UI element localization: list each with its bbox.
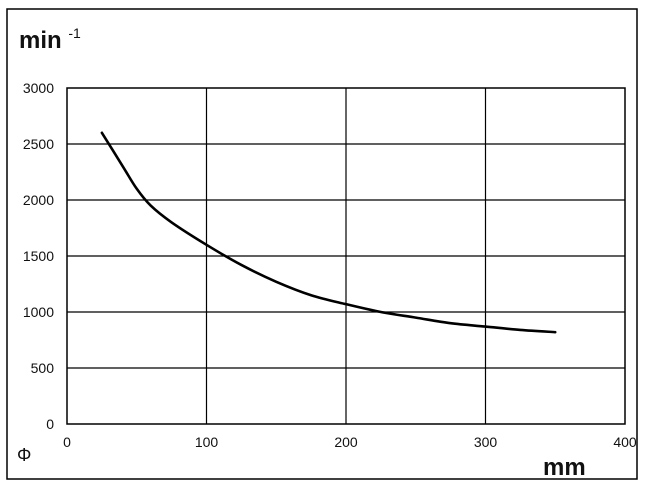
y-tick-label: 1000 (23, 304, 54, 320)
series-line (100, 131, 557, 334)
y-tick-label: 2500 (23, 136, 54, 152)
y-unit-base: min (19, 27, 62, 54)
y-unit-superscript: -1 (68, 25, 81, 41)
y-tick-label: 1500 (23, 248, 54, 264)
y-tick-label: 3000 (23, 80, 54, 96)
outer-frame (6, 8, 638, 480)
x-unit-label: mm (543, 454, 586, 481)
x-tick-label: 300 (474, 434, 498, 450)
diameter-symbol: Φ (17, 445, 31, 465)
y-tick-label: 2000 (23, 192, 54, 208)
tick-labels: 0 100 200 300 400 0 500 1000 1500 2000 2500 3000 (23, 80, 637, 450)
grid (66, 87, 626, 425)
y-tick-label: 500 (31, 360, 55, 376)
x-tick-label: 100 (195, 434, 219, 450)
series-layer (100, 131, 557, 334)
y-tick-label: 0 (46, 416, 54, 432)
x-tick-label: 400 (613, 434, 637, 450)
x-tick-label: 0 (63, 434, 71, 450)
y-unit-label: min -1 (19, 25, 81, 54)
x-tick-label: 200 (334, 434, 358, 450)
